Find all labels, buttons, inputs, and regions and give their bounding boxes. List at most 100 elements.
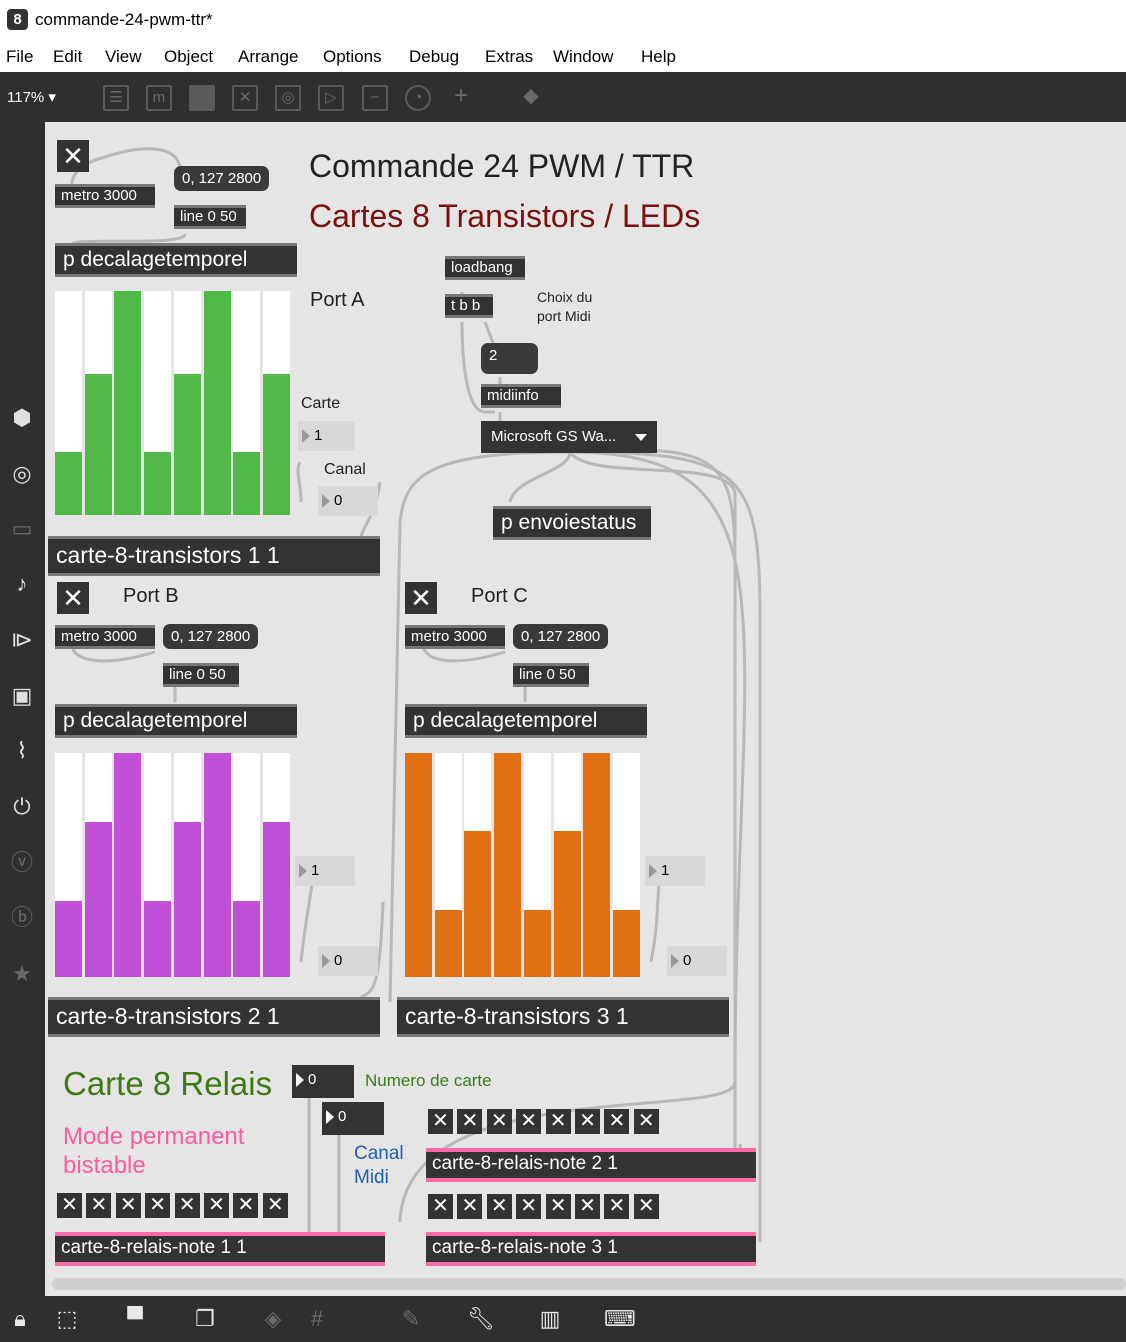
midi-port-menu[interactable]: Microsoft GS Wa... (481, 421, 657, 453)
lock-icon[interactable]: 🔒︎ (14, 1306, 26, 1331)
trigger-bbb[interactable]: t b b (445, 294, 493, 318)
slider-a-5[interactable] (173, 291, 201, 515)
slider-c-1[interactable] (405, 753, 432, 977)
slider-c-7[interactable] (583, 753, 611, 977)
slider-a-3[interactable] (114, 291, 142, 515)
loadbang[interactable]: loadbang (445, 256, 525, 280)
message-b[interactable]: 0, 127 2800 (163, 624, 259, 649)
relay2-toggle-4[interactable]: ✕ (516, 1109, 542, 1134)
relay3-toggle-4[interactable]: ✕ (516, 1194, 542, 1219)
slider-icon[interactable]: − (362, 85, 388, 111)
decal-b[interactable]: p decalagetemporel (55, 704, 297, 738)
relay1-toggle-8[interactable]: ✕ (262, 1193, 288, 1218)
line-a[interactable]: line 0 50 (174, 205, 246, 229)
dial-icon[interactable]: ◔ (405, 85, 431, 111)
relay1-toggle-4[interactable]: ✕ (145, 1193, 171, 1218)
keyboard-icon[interactable]: ▭ (11, 516, 33, 541)
relay2-toggle-8[interactable]: ✕ (633, 1109, 659, 1134)
relay3-toggle-5[interactable]: ✕ (545, 1194, 571, 1219)
metro-b[interactable]: metro 3000 (55, 625, 155, 649)
slider-c-2[interactable] (434, 753, 462, 977)
menu-arrange[interactable]: Arrange (238, 47, 299, 66)
number-carte-a[interactable]: 1 (298, 421, 355, 451)
relay3-toggle-7[interactable]: ✕ (604, 1194, 630, 1219)
menu-options[interactable]: Options (323, 47, 382, 66)
relay3-toggle-2[interactable]: ✕ (457, 1194, 483, 1219)
menu-object[interactable]: Object (164, 47, 214, 66)
patcher-canvas[interactable]: ✕ metro 3000 0, 127 2800 line 0 50 p dec… (45, 122, 1126, 1296)
number-carte-relais[interactable]: 0 (292, 1065, 354, 1098)
message-c[interactable]: 0, 127 2800 (513, 624, 609, 649)
relay2-toggle-1[interactable]: ✕ (428, 1109, 453, 1134)
slider-a-1[interactable] (55, 291, 82, 515)
media-icon[interactable]: ⧐ (11, 627, 33, 652)
menu-debug[interactable]: Debug (409, 47, 460, 66)
toggle-icon[interactable]: ✕ (232, 85, 258, 111)
relay1-toggle-3[interactable]: ✕ (115, 1193, 141, 1218)
number-midi-port[interactable]: 2 (481, 343, 538, 374)
relay3-toggle-8[interactable]: ✕ (633, 1194, 659, 1219)
v-icon[interactable]: ⓥ (10, 850, 33, 875)
carte-relais-1[interactable]: carte-8-relais-note 1 1 (55, 1232, 385, 1266)
object-box-icon[interactable]: ☰ (103, 85, 129, 111)
slider-b-7[interactable] (233, 753, 261, 977)
slider-b-4[interactable] (144, 753, 172, 977)
slider-a-7[interactable] (233, 291, 261, 515)
slider-c-3[interactable] (464, 753, 492, 977)
relay1-toggle-6[interactable]: ✕ (204, 1193, 229, 1218)
b-icon[interactable]: ⓑ (10, 905, 33, 930)
slider-b-8[interactable] (262, 753, 290, 977)
relay3-toggle-1[interactable]: ✕ (428, 1194, 453, 1219)
horizontal-scrollbar[interactable] (52, 1278, 1126, 1290)
relay3-toggle-6[interactable]: ✕ (575, 1194, 600, 1219)
decal-c[interactable]: p decalagetemporel (405, 704, 647, 738)
windows-icon[interactable]: ❐ (195, 1306, 215, 1331)
relay2-toggle-5[interactable]: ✕ (545, 1109, 571, 1134)
slider-a-8[interactable] (262, 291, 290, 515)
menu-view[interactable]: View (105, 47, 142, 66)
slider-b-3[interactable] (114, 753, 142, 977)
message-box-icon[interactable]: m (146, 85, 172, 111)
paint-bucket-icon[interactable]: ◆ (523, 85, 539, 107)
relay1-toggle-2[interactable]: ✕ (86, 1193, 112, 1218)
number-carte-c[interactable]: 1 (645, 856, 705, 886)
number-canal-c[interactable]: 0 (667, 946, 727, 976)
carte-relais-3[interactable]: carte-8-relais-note 3 1 (426, 1232, 756, 1266)
envoiestatus[interactable]: p envoiestatus (493, 506, 651, 540)
menu-extras[interactable]: Extras (485, 47, 534, 66)
slider-b-2[interactable] (84, 753, 112, 977)
comment-icon[interactable] (189, 85, 215, 111)
relay2-toggle-6[interactable]: ✕ (575, 1109, 600, 1134)
slider-c-4[interactable] (494, 753, 522, 977)
grid-icon[interactable]: # (310, 1306, 324, 1331)
presentation-icon[interactable]: ▀ (127, 1306, 143, 1331)
plug-icon[interactable]: ⏻ (13, 794, 31, 819)
decal-a[interactable]: p decalagetemporel (55, 243, 297, 277)
menu-window[interactable]: Window (553, 47, 614, 66)
message-a[interactable]: 0, 127 2800 (174, 166, 270, 191)
midiinfo[interactable]: midiinfo (481, 384, 561, 408)
target-icon[interactable]: ◎ (12, 461, 32, 486)
relay1-toggle-1[interactable]: ✕ (57, 1193, 82, 1218)
select-icon[interactable]: ⬚ (56, 1306, 78, 1331)
keyboard-shortcut-icon[interactable]: ⌨ (604, 1306, 636, 1331)
star-icon[interactable]: ★ (12, 961, 32, 986)
toggle-port-b[interactable]: ✕ (57, 582, 89, 614)
menu-edit[interactable]: Edit (53, 47, 83, 66)
snap-icon[interactable]: ✎ (401, 1306, 421, 1331)
piano-icon[interactable]: ▥ (539, 1306, 561, 1331)
button-icon[interactable]: ◎ (275, 85, 301, 111)
toggle-port-a[interactable]: ✕ (57, 140, 89, 172)
menu-help[interactable]: Help (641, 47, 676, 66)
music-note-icon[interactable]: ♪ (16, 571, 28, 596)
metro-c[interactable]: metro 3000 (405, 625, 505, 649)
image-icon[interactable]: ▣ (11, 683, 33, 708)
relay1-toggle-5[interactable]: ✕ (174, 1193, 200, 1218)
slider-b-1[interactable] (55, 753, 82, 977)
slider-a-6[interactable] (203, 291, 231, 515)
menu-file[interactable]: File (6, 47, 34, 66)
number-canal-b[interactable]: 0 (318, 946, 378, 976)
slider-b-5[interactable] (173, 753, 201, 977)
number-carte-b[interactable]: 1 (295, 856, 355, 886)
slider-c-5[interactable] (523, 753, 551, 977)
